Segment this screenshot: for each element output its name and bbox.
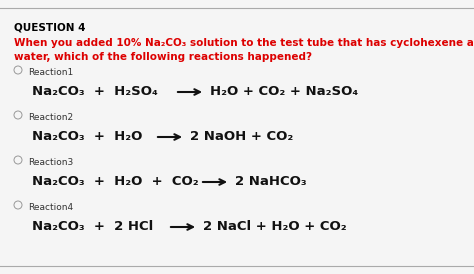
Text: Reaction4: Reaction4 bbox=[28, 203, 73, 212]
Circle shape bbox=[14, 201, 22, 209]
Text: Na₂CO₃  +  H₂O: Na₂CO₃ + H₂O bbox=[32, 130, 142, 143]
Text: Reaction1: Reaction1 bbox=[28, 68, 73, 77]
Text: 2 NaCl + H₂O + CO₂: 2 NaCl + H₂O + CO₂ bbox=[203, 220, 346, 233]
Text: Reaction2: Reaction2 bbox=[28, 113, 73, 122]
Text: 2 NaHCO₃: 2 NaHCO₃ bbox=[235, 175, 307, 188]
Text: QUESTION 4: QUESTION 4 bbox=[14, 22, 85, 32]
Text: Na₂CO₃  +  H₂SO₄: Na₂CO₃ + H₂SO₄ bbox=[32, 85, 158, 98]
Text: Reaction3: Reaction3 bbox=[28, 158, 73, 167]
Circle shape bbox=[14, 111, 22, 119]
Text: Na₂CO₃  +  H₂O  +  CO₂: Na₂CO₃ + H₂O + CO₂ bbox=[32, 175, 199, 188]
Text: Na₂CO₃  +  2 HCl: Na₂CO₃ + 2 HCl bbox=[32, 220, 153, 233]
Circle shape bbox=[14, 66, 22, 74]
Text: H₂O + CO₂ + Na₂SO₄: H₂O + CO₂ + Na₂SO₄ bbox=[210, 85, 358, 98]
Text: When you added 10% Na₂CO₃ solution to the test tube that has cyclohexene and: When you added 10% Na₂CO₃ solution to th… bbox=[14, 38, 474, 48]
Circle shape bbox=[14, 156, 22, 164]
Text: water, which of the following reactions happened?: water, which of the following reactions … bbox=[14, 52, 312, 62]
Text: 2 NaOH + CO₂: 2 NaOH + CO₂ bbox=[190, 130, 293, 143]
